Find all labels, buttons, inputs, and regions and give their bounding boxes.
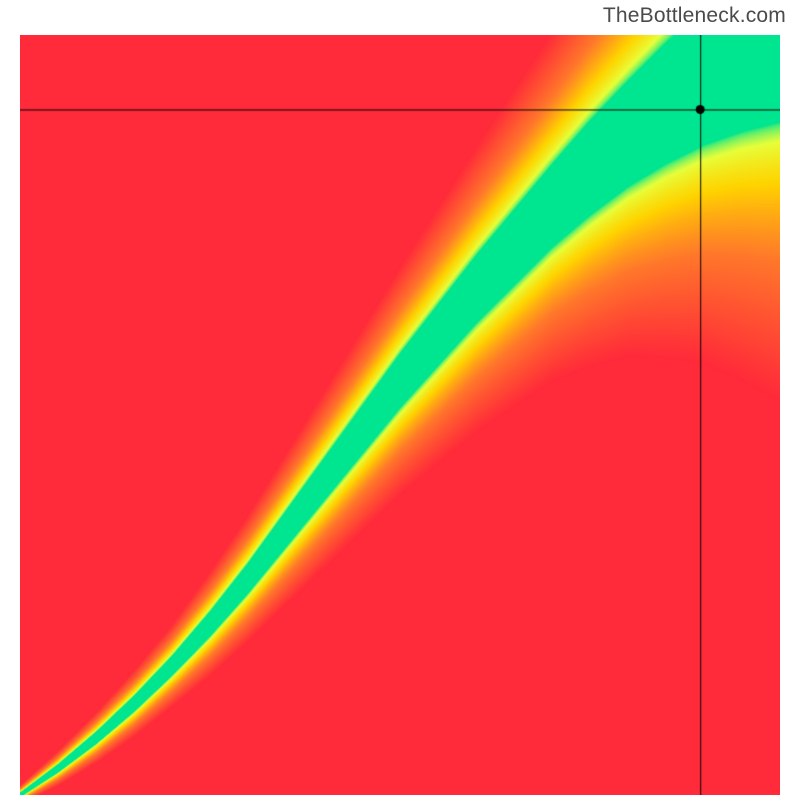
page-container: TheBottleneck.com [0,0,800,800]
bottleneck-heatmap [20,35,780,795]
watermark-text: TheBottleneck.com [603,4,786,28]
